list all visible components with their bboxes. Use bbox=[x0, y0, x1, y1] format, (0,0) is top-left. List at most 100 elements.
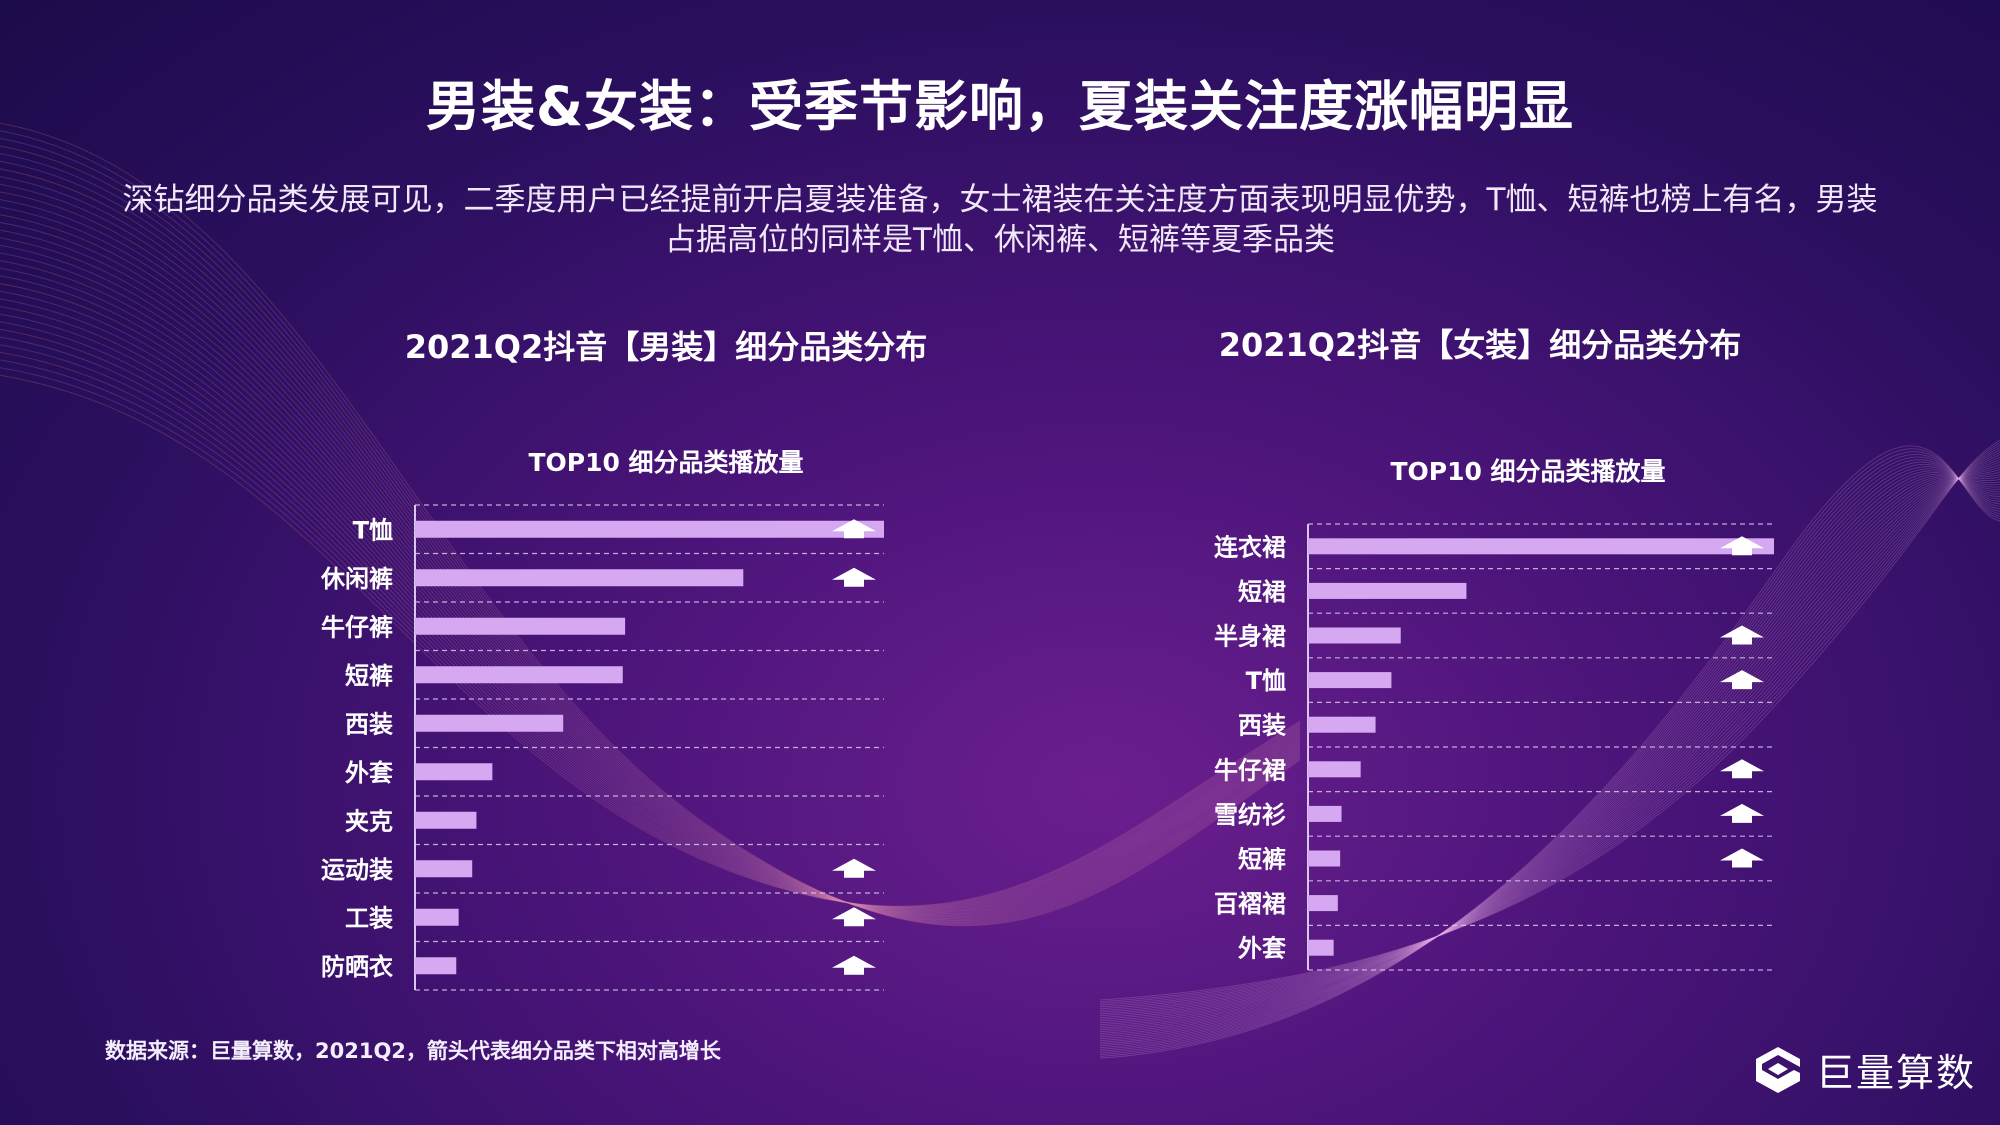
logo-icon bbox=[1756, 1046, 1800, 1093]
category-label: 外套 bbox=[345, 759, 394, 787]
bg-wave-line bbox=[1099, 471, 2000, 1024]
bg-wave-line bbox=[1099, 461, 2000, 1049]
bg-wave-line bbox=[0, 283, 1301, 913]
bg-wave-line bbox=[1099, 461, 2000, 1017]
category-label: 牛仔裤 bbox=[321, 613, 393, 641]
bg-wave-line bbox=[0, 160, 1301, 923]
bar bbox=[415, 908, 459, 926]
bg-wave-line bbox=[0, 344, 1301, 909]
bg-wave-line bbox=[1099, 439, 2000, 1001]
bg-wave-line bbox=[1099, 451, 2000, 1056]
bar bbox=[415, 763, 493, 781]
bar bbox=[1308, 716, 1376, 733]
bar bbox=[1308, 627, 1401, 644]
category-label: 休闲裤 bbox=[320, 565, 393, 593]
bar bbox=[415, 714, 564, 732]
bg-wave-line bbox=[1099, 471, 2000, 1040]
bg-wave-line bbox=[0, 267, 1301, 914]
growth-arrow-icon bbox=[832, 955, 876, 975]
growth-arrow-icon bbox=[832, 907, 876, 927]
bg-wave-line bbox=[0, 206, 1301, 919]
bg-wave-line bbox=[1099, 449, 2000, 1008]
growth-arrow-icon bbox=[1720, 625, 1764, 645]
category-label: T恤 bbox=[1246, 667, 1286, 695]
category-label: 短裤 bbox=[345, 662, 393, 690]
bg-wave-line bbox=[0, 298, 1301, 912]
bg-wave-line bbox=[0, 321, 1301, 910]
logo-text: 巨量算数 bbox=[1816, 1051, 1977, 1095]
bg-wave-line bbox=[1099, 476, 2000, 1027]
bar bbox=[1308, 672, 1392, 689]
bar bbox=[1308, 850, 1341, 867]
bg-wave-line bbox=[1099, 442, 2000, 1003]
bg-wave-line bbox=[1099, 456, 2000, 1013]
bg-wave-line bbox=[1099, 448, 2000, 1057]
women-chart-title: 2021Q2抖音【女装】细分品类分布 bbox=[1218, 326, 1742, 364]
bg-wave-line bbox=[1099, 470, 2000, 1042]
bg-wave-line bbox=[0, 306, 1301, 911]
category-label: 运动装 bbox=[321, 856, 393, 884]
bg-wave-line bbox=[0, 183, 1301, 921]
growth-arrow-icon bbox=[832, 519, 876, 539]
growth-arrow-icon bbox=[1720, 803, 1764, 823]
bg-wave-line bbox=[0, 359, 1301, 908]
bg-wave-line bbox=[0, 214, 1301, 918]
bg-wave-line bbox=[1099, 469, 2000, 1022]
bg-wave-line bbox=[1099, 464, 2000, 1019]
women-plot-title: TOP10 细分品类播放量 bbox=[1390, 457, 1666, 486]
bg-wave-line bbox=[0, 329, 1301, 910]
page-subtitle: 深钻细分品类发展可见，二季度用户已经提前开启夏装准备，女士裙装在关注度方面表现明… bbox=[122, 182, 1878, 258]
bg-wave-line bbox=[1099, 456, 2000, 1052]
growth-arrow-icon bbox=[1720, 848, 1764, 868]
bg-wave-line bbox=[0, 252, 1301, 915]
category-label: 百褶裙 bbox=[1214, 890, 1286, 918]
growth-arrow-icon bbox=[832, 858, 876, 878]
bg-wave-line bbox=[1099, 451, 2000, 1010]
bg-wave-line bbox=[0, 237, 1301, 916]
brand-logo: 巨量算数 bbox=[1752, 1042, 1976, 1097]
bg-wave-line bbox=[1099, 477, 2000, 1031]
men-plot-title: TOP10 细分品类播放量 bbox=[528, 448, 804, 477]
growth-arrow-icon bbox=[1720, 536, 1764, 556]
bg-wave-line bbox=[0, 367, 1301, 907]
bg-wave-line bbox=[0, 260, 1301, 914]
bg-wave-line bbox=[0, 313, 1301, 911]
bar bbox=[1308, 582, 1467, 599]
bar bbox=[415, 860, 473, 878]
category-label: 夹克 bbox=[345, 807, 393, 835]
growth-arrow-icon bbox=[1720, 759, 1764, 779]
bg-wave-line bbox=[1099, 444, 2000, 1005]
bar bbox=[415, 957, 457, 975]
category-label: 短裤 bbox=[1238, 846, 1286, 874]
bg-wave-line bbox=[1099, 468, 2000, 1043]
bg-wave-line bbox=[0, 130, 1301, 926]
bg-wave-line bbox=[0, 229, 1301, 917]
category-label: 防晒衣 bbox=[321, 953, 393, 981]
growth-arrow-icon bbox=[1720, 670, 1764, 690]
bg-wave-line bbox=[1099, 459, 2000, 1015]
bar bbox=[415, 617, 626, 635]
bg-wave-line bbox=[0, 145, 1301, 924]
bg-wave-line bbox=[0, 275, 1301, 913]
bg-wave-line bbox=[0, 352, 1301, 908]
bar bbox=[1308, 805, 1342, 822]
bg-wave-line bbox=[1099, 473, 2000, 1038]
category-label: 半身裙 bbox=[1214, 623, 1286, 651]
bg-wave-line bbox=[1099, 446, 2000, 1006]
category-label: 工装 bbox=[345, 904, 393, 932]
bg-wave-line bbox=[1099, 466, 2000, 1045]
category-label: 连衣裙 bbox=[1214, 533, 1286, 561]
bg-wave-line bbox=[0, 290, 1301, 912]
category-label: 牛仔裙 bbox=[1214, 756, 1286, 784]
bg-wave-line bbox=[1099, 459, 2000, 1050]
bar bbox=[1308, 895, 1338, 912]
growth-arrow-icon bbox=[832, 567, 876, 587]
bg-wave-line bbox=[0, 176, 1301, 922]
category-label: 短裙 bbox=[1238, 578, 1286, 606]
bar bbox=[415, 811, 477, 829]
men-chart-title: 2021Q2抖音【男装】细分品类分布 bbox=[404, 328, 928, 366]
bg-wave-line bbox=[0, 191, 1301, 920]
bg-wave-line bbox=[0, 222, 1301, 917]
